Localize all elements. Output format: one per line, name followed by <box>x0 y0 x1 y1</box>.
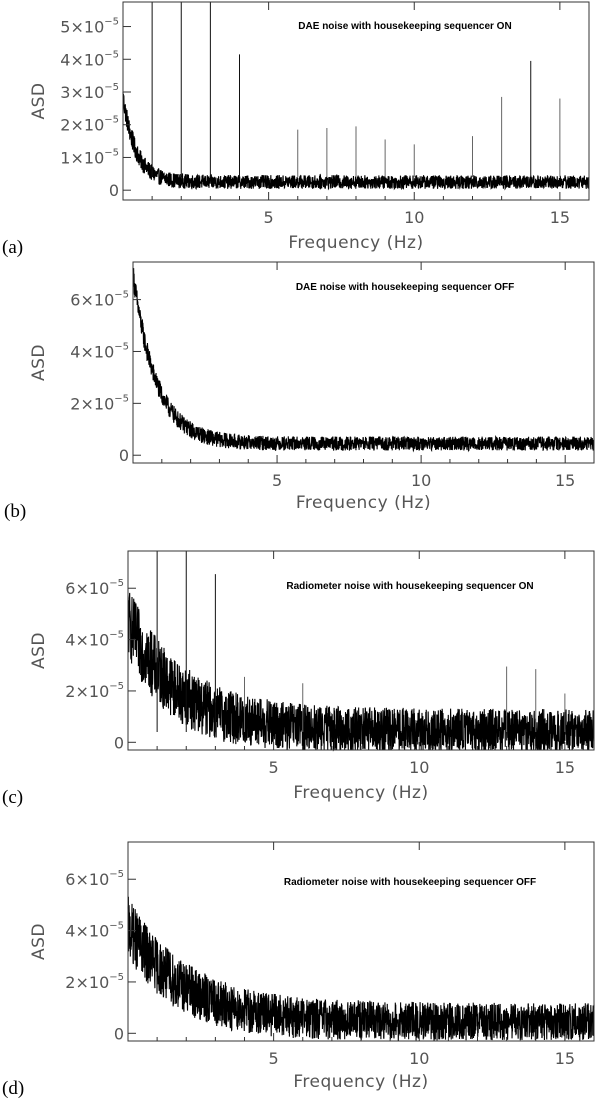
y-axis-title: ASD <box>29 632 49 669</box>
y-axis-title: ASD <box>29 923 49 960</box>
y-tick-label: 4×10−5 <box>65 921 124 941</box>
x-tick-label: 10 <box>409 758 429 777</box>
panel-label: (b) <box>4 501 26 522</box>
panel-label: (c) <box>2 787 23 808</box>
y-tick-label: 2×10−5 <box>65 972 124 992</box>
x-tick-label: 10 <box>409 1049 429 1068</box>
x-tick-label: 15 <box>555 1049 575 1068</box>
x-tick-label: 15 <box>550 208 570 227</box>
y-tick-label: 0 <box>114 1024 124 1043</box>
panel-title: DAE noise with housekeeping sequencer OF… <box>296 282 514 293</box>
noise-trace <box>127 592 595 752</box>
y-tick-label: 1×10−5 <box>60 147 119 167</box>
x-tick-label: 15 <box>555 758 575 777</box>
x-axis-title: Frequency (Hz) <box>296 493 431 513</box>
panel-3: 5 10 15 0 2×10−5 4×10−5 6×10−5 Frequency (Hz) AS… <box>2 550 595 808</box>
noise-trace <box>132 267 595 453</box>
y-axis-title: ASD <box>29 82 49 119</box>
y-tick-label: 2×10−5 <box>65 681 124 701</box>
y-tick-label: 4×10−5 <box>70 341 129 361</box>
y-tick-label: 4×10−5 <box>60 49 119 69</box>
panel-2: 5 10 15 0 2×10−5 4×10−5 6×10−5 Frequency (Hz) AS… <box>4 261 595 522</box>
y-tick-label: 5×10−5 <box>60 17 119 37</box>
y-tick-label: 2×10−5 <box>70 393 129 413</box>
x-axis-title: Frequency (Hz) <box>293 783 428 803</box>
noise-trace <box>127 896 595 1041</box>
y-tick-label: 6×10−5 <box>65 578 124 598</box>
panel-1: 5 10 15 0 1×10−5 2×10−5 3×10−5 4×10−5 5×10−5 Freq… <box>2 1 590 258</box>
x-tick-label: 5 <box>269 1049 279 1068</box>
panel-4: 5 10 15 0 2×10−5 4×10−5 6×10−5 Frequency (Hz) AS… <box>2 841 595 1099</box>
panel-title: Radiometer noise with housekeeping seque… <box>286 581 533 592</box>
x-tick-label: 5 <box>264 208 274 227</box>
x-tick-label: 5 <box>272 471 282 490</box>
noise-trace <box>122 91 590 191</box>
y-axis-title: ASD <box>29 344 49 381</box>
panel-label: (d) <box>2 1078 24 1099</box>
x-axis-title: Frequency (Hz) <box>288 233 423 253</box>
y-tick-label: 6×10−5 <box>70 290 129 310</box>
x-tick-label: 10 <box>411 471 431 490</box>
y-tick-label: 6×10−5 <box>65 869 124 889</box>
x-tick-label: 15 <box>555 471 575 490</box>
y-tick-label: 0 <box>119 446 129 465</box>
x-tick-label: 5 <box>269 758 279 777</box>
panel-title: Radiometer noise with housekeeping seque… <box>284 877 536 888</box>
y-tick-label: 3×10−5 <box>60 82 119 102</box>
y-tick-label: 2×10−5 <box>60 115 119 135</box>
y-tick-label: 4×10−5 <box>65 630 124 650</box>
x-tick-label: 10 <box>404 208 424 227</box>
panel-label: (a) <box>2 237 23 258</box>
x-axis-title: Frequency (Hz) <box>293 1072 428 1092</box>
y-tick-label: 0 <box>109 181 119 200</box>
y-tick-label: 0 <box>114 733 124 752</box>
panel-title: DAE noise with housekeeping sequencer ON <box>298 21 511 32</box>
